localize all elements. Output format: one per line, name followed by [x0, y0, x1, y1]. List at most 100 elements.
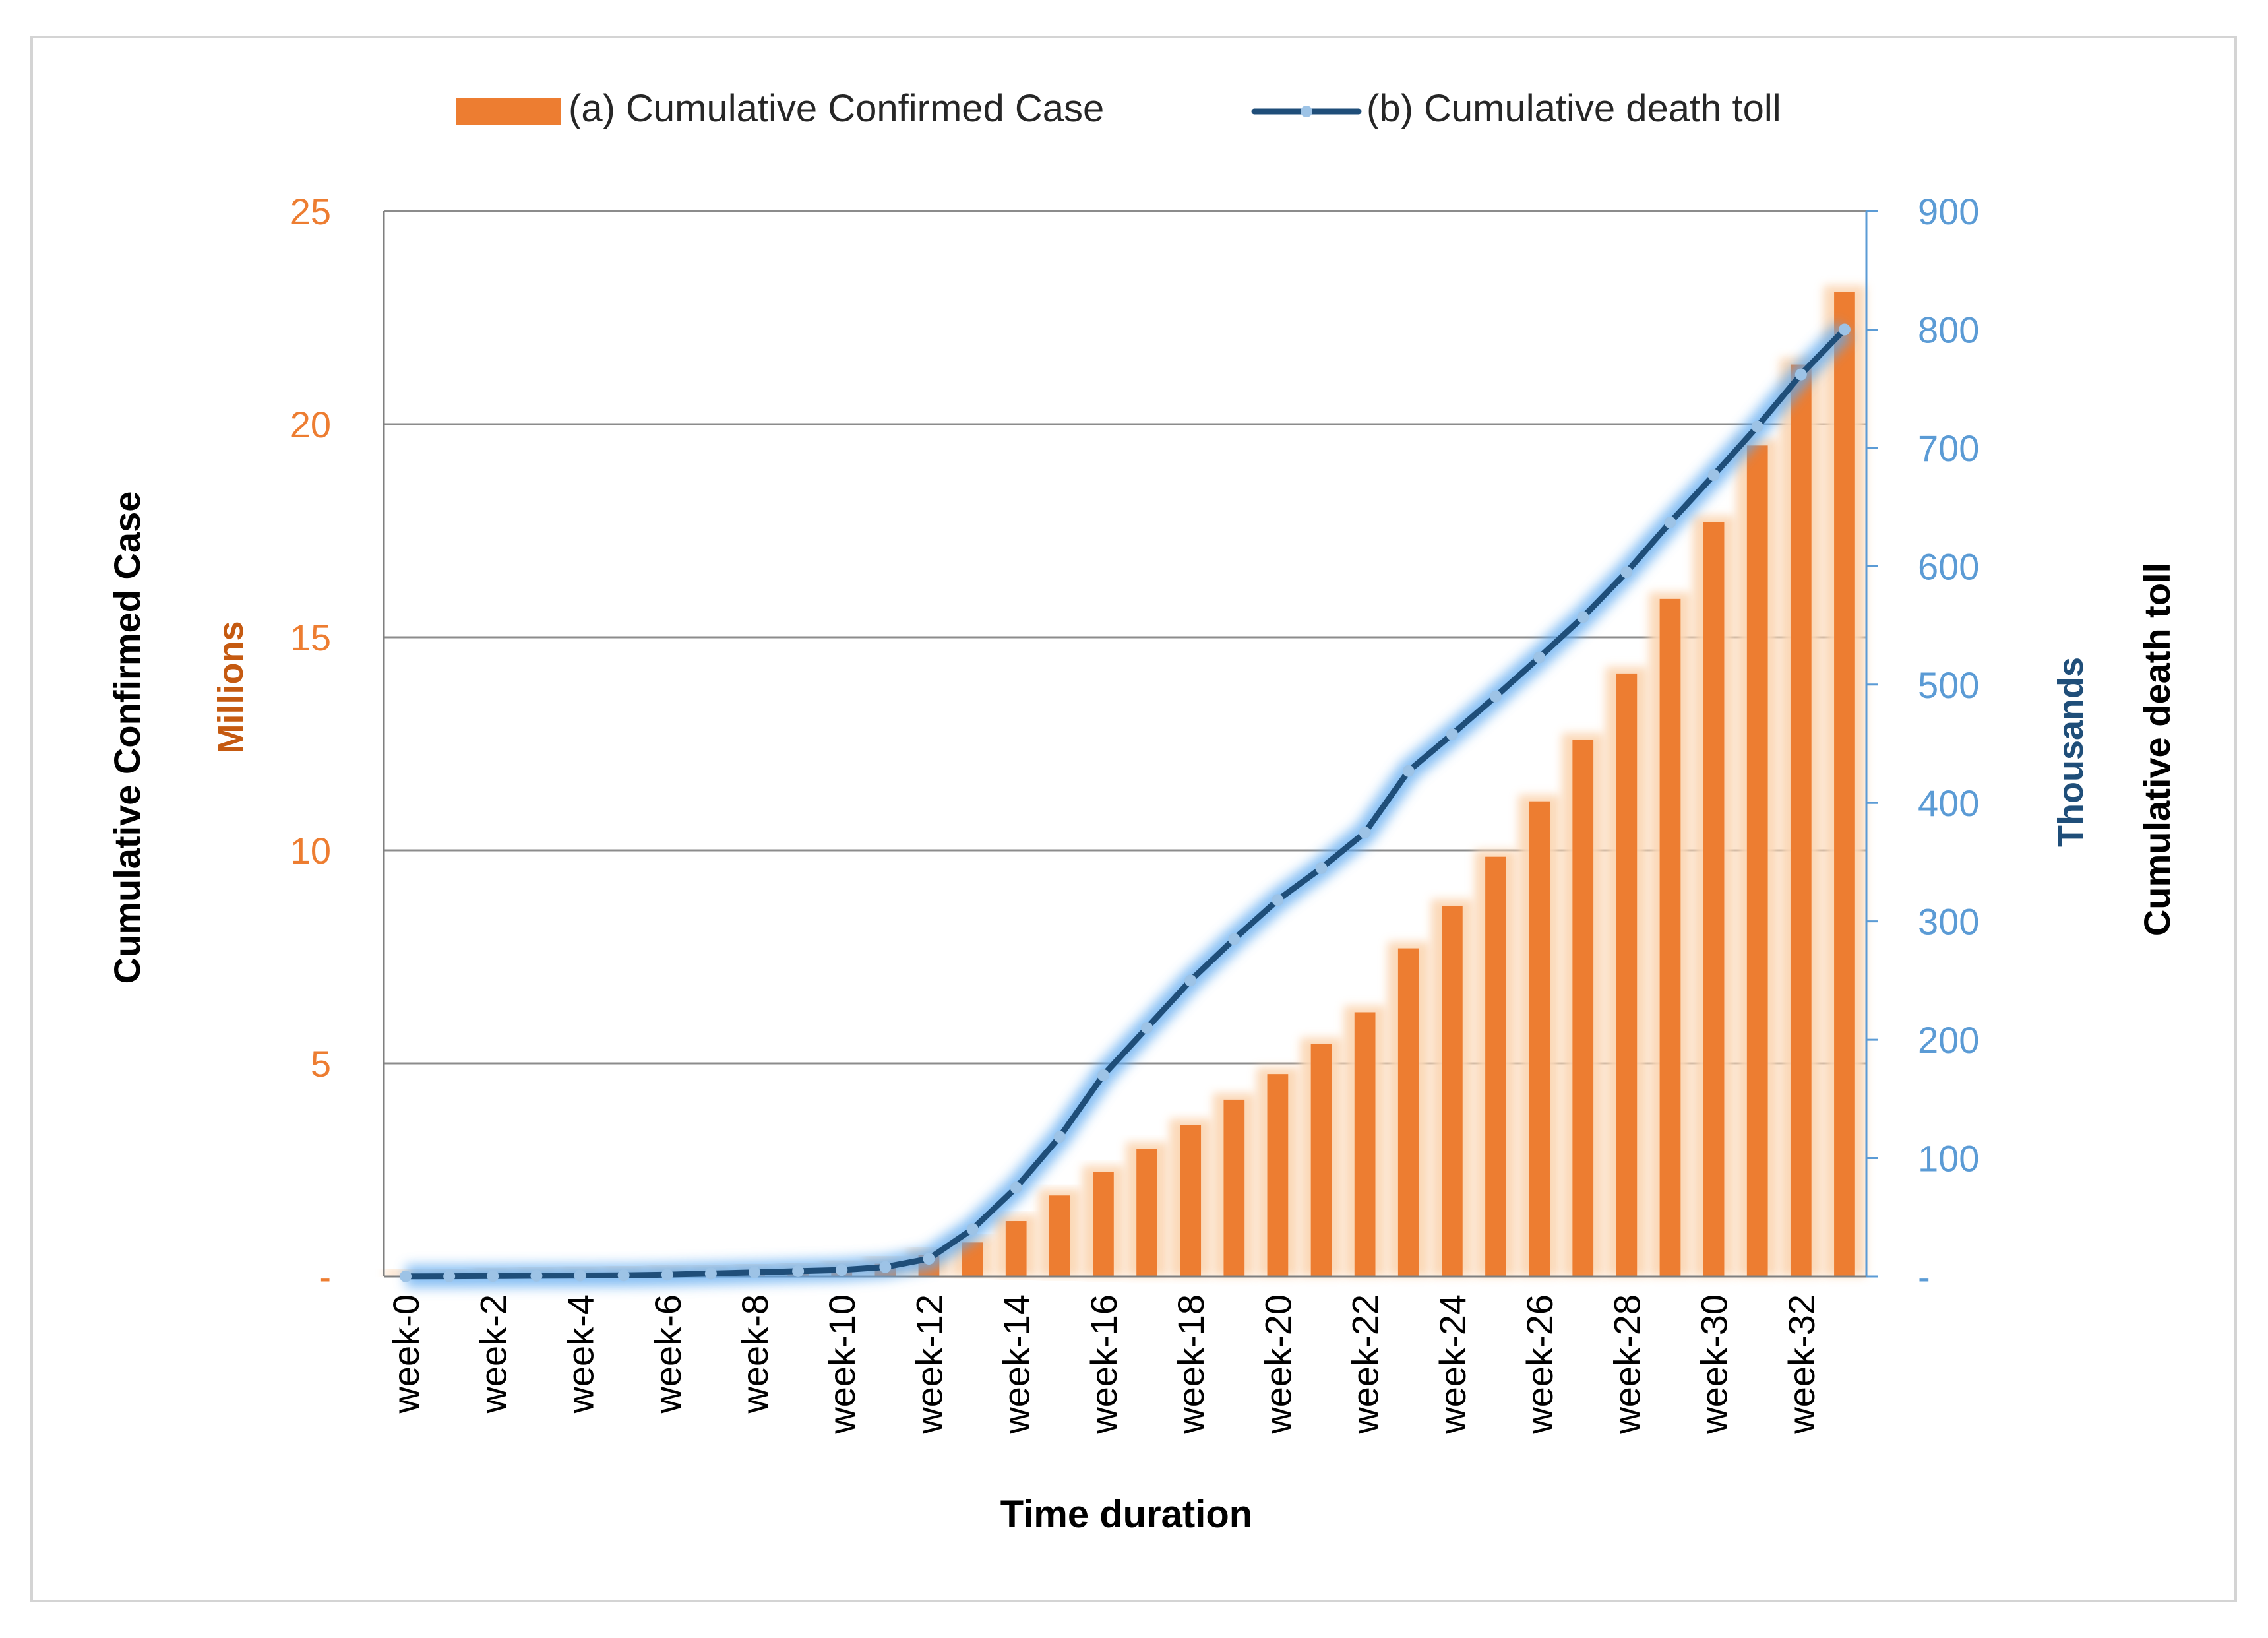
left-axis-units: Millions — [211, 621, 251, 754]
x-tick-label: week-32 — [1781, 1294, 1822, 1435]
line-layer — [400, 321, 1853, 1288]
death-point-week-10 — [836, 1264, 848, 1276]
death-point-week-6 — [661, 1269, 673, 1281]
x-tick-label: week-22 — [1345, 1294, 1386, 1435]
left-tick-label: 5 — [311, 1043, 331, 1085]
death-point-week-19 — [1228, 933, 1241, 945]
right-tick-label: 200 — [1918, 1019, 1979, 1061]
x-tick-label: week-10 — [821, 1294, 863, 1435]
x-tick-label: week-20 — [1257, 1294, 1299, 1435]
death-point-week-5 — [617, 1269, 630, 1282]
left-axis-ticks: - 5 10 15 20 25 — [290, 191, 331, 1298]
bar-week-21 — [1310, 1044, 1332, 1276]
right-tick-label: 400 — [1918, 782, 1979, 824]
left-tick-label: 20 — [290, 404, 331, 445]
death-point-week-27 — [1577, 611, 1589, 623]
bar-week-32 — [1790, 364, 1812, 1276]
death-point-week-13 — [966, 1223, 979, 1236]
death-point-week-33 — [1838, 323, 1851, 336]
death-point-week-14 — [1010, 1181, 1022, 1194]
x-tick-label: week-2 — [472, 1294, 514, 1414]
bars — [395, 292, 1855, 1276]
right-tick-label: 100 — [1918, 1138, 1979, 1180]
bar-week-23 — [1397, 948, 1419, 1276]
right-tick-label: 300 — [1918, 901, 1979, 943]
bar-week-22 — [1354, 1012, 1376, 1276]
bar-week-16 — [1093, 1172, 1114, 1276]
death-point-week-26 — [1533, 651, 1546, 664]
death-point-week-22 — [1359, 827, 1371, 839]
bar-week-30 — [1703, 522, 1725, 1276]
right-axis-ticks: - 100 200 300 400 500 600 700 800 900 — [1866, 191, 1979, 1298]
bar-week-13 — [962, 1242, 983, 1276]
death-point-week-31 — [1751, 420, 1763, 433]
death-point-week-18 — [1184, 974, 1197, 987]
death-point-week-20 — [1272, 894, 1284, 906]
death-point-week-25 — [1490, 690, 1502, 703]
right-axis-units: Thousands — [2051, 657, 2091, 847]
death-point-week-16 — [1097, 1069, 1109, 1081]
x-tick-label: week-14 — [996, 1294, 1037, 1435]
legend-swatch-bar — [456, 98, 561, 125]
right-tick-label: 600 — [1918, 546, 1979, 587]
death-point-week-28 — [1620, 566, 1633, 579]
death-point-week-15 — [1053, 1131, 1066, 1143]
x-tick-label: week-6 — [647, 1294, 689, 1414]
bar-week-19 — [1223, 1099, 1245, 1276]
x-tick-label: week-26 — [1519, 1294, 1560, 1435]
legend-label-bar: (a) Cumulative Confirmed Case — [568, 87, 1104, 130]
death-point-week-23 — [1402, 765, 1415, 777]
death-point-week-17 — [1141, 1022, 1153, 1034]
x-axis-title: Time duration — [1000, 1493, 1252, 1536]
bar-week-17 — [1136, 1149, 1157, 1276]
bar-week-31 — [1746, 445, 1768, 1276]
left-tick-label: - — [319, 1256, 331, 1298]
bar-week-14 — [1005, 1221, 1027, 1276]
bar-week-15 — [1049, 1195, 1070, 1276]
bar-week-20 — [1267, 1074, 1289, 1276]
legend-label-line: (b) Cumulative death toll — [1366, 87, 1781, 130]
death-point-week-1 — [443, 1270, 456, 1282]
bar-glow-layer — [384, 285, 1866, 1276]
death-point-week-24 — [1446, 728, 1458, 741]
death-point-week-8 — [749, 1266, 760, 1278]
x-tick-label: week-12 — [909, 1294, 950, 1435]
death-line — [402, 326, 1848, 1280]
bar-week-25 — [1485, 856, 1506, 1276]
x-tick-label: week-4 — [560, 1294, 601, 1414]
x-tick-label: week-24 — [1432, 1294, 1473, 1435]
bar-week-33 — [1834, 292, 1855, 1276]
right-tick-label: - — [1918, 1256, 1930, 1298]
bar-week-18 — [1180, 1125, 1202, 1276]
legend: (a) Cumulative Confirmed Case (b) Cumula… — [456, 87, 1781, 130]
left-tick-label: 25 — [290, 191, 331, 232]
death-point-week-7 — [704, 1267, 717, 1280]
x-tick-label: week-8 — [734, 1294, 776, 1414]
x-tick-label: week-0 — [385, 1294, 427, 1414]
death-point-week-9 — [792, 1265, 805, 1277]
bar-week-24 — [1442, 905, 1463, 1276]
left-tick-label: 15 — [290, 617, 331, 658]
bar-week-28 — [1616, 673, 1638, 1276]
right-tick-label: 800 — [1918, 309, 1979, 350]
death-point-week-32 — [1794, 368, 1807, 381]
right-tick-label: 700 — [1918, 427, 1979, 469]
right-tick-label: 500 — [1918, 664, 1979, 706]
chart-frame — [30, 36, 2237, 1602]
x-tick-label: week-30 — [1694, 1294, 1735, 1435]
death-point-week-4 — [574, 1269, 586, 1282]
death-point-week-12 — [923, 1253, 935, 1265]
left-axis-title: Cumulative Confirmed Case — [106, 491, 148, 984]
x-tick-label: week-18 — [1170, 1294, 1211, 1435]
death-point-week-21 — [1315, 862, 1328, 874]
death-point-week-2 — [487, 1270, 499, 1282]
x-tick-label: week-16 — [1083, 1294, 1124, 1435]
death-point-week-29 — [1664, 516, 1676, 528]
right-tick-label: 900 — [1918, 191, 1979, 232]
death-point-week-11 — [879, 1261, 892, 1273]
bar-week-29 — [1659, 598, 1681, 1276]
bar-week-27 — [1572, 740, 1594, 1276]
left-tick-label: 10 — [290, 830, 331, 871]
death-point-week-30 — [1707, 469, 1720, 482]
